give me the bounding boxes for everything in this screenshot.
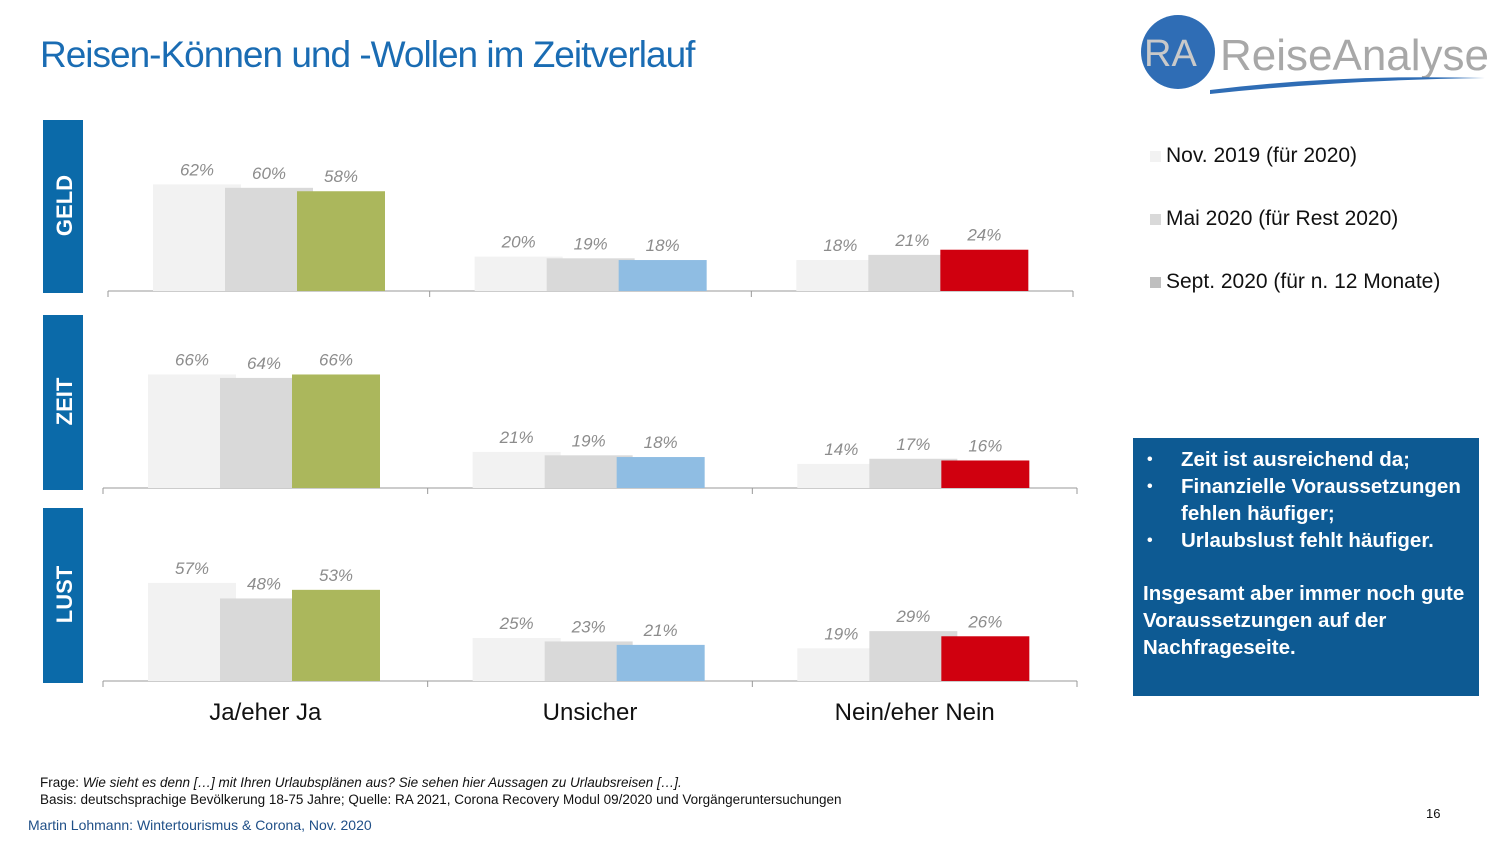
legend-swatch xyxy=(1150,150,1161,162)
legend-swatch xyxy=(1150,276,1161,288)
legend-item: Sept. 2020 (für n. 12 Monate) xyxy=(1150,270,1440,294)
bar xyxy=(618,260,707,291)
page-title: Reisen-Können und -Wollen im Zeitverlauf xyxy=(40,34,695,75)
bar xyxy=(297,191,385,291)
logo-swoosh xyxy=(1210,77,1485,94)
legend-swatch xyxy=(1150,213,1161,225)
data-label: 64% xyxy=(247,354,281,373)
question-note: Frage: Wie sieht es denn […] mit Ihren U… xyxy=(40,775,682,790)
data-label: 18% xyxy=(644,433,678,452)
data-label: 48% xyxy=(247,574,281,593)
data-label: 19% xyxy=(572,431,606,450)
data-label: 66% xyxy=(319,350,353,369)
category-label: Nein/eher Nein xyxy=(835,699,995,726)
data-label: 62% xyxy=(180,160,214,179)
data-label: 14% xyxy=(824,440,858,459)
panel-label: ZEIT xyxy=(52,377,77,425)
data-label: 17% xyxy=(896,435,930,454)
legend-label: Sept. 2020 (für n. 12 Monate) xyxy=(1166,270,1441,293)
panel-label-box xyxy=(43,120,83,293)
data-label: 23% xyxy=(571,617,606,636)
category-label: Ja/eher Ja xyxy=(209,699,322,726)
question-label: Frage: xyxy=(40,775,80,790)
legend-item: Mai 2020 (für Rest 2020) xyxy=(1150,207,1398,231)
legend-label: Nov. 2019 (für 2020) xyxy=(1166,144,1358,167)
data-label: 21% xyxy=(499,428,534,447)
data-label: 21% xyxy=(894,231,929,250)
reiseanalyse-logo: RA ReiseAnalyse xyxy=(1141,15,1489,94)
bar xyxy=(616,644,705,681)
data-label: 18% xyxy=(823,236,857,255)
summary-box: Zeit ist ausreichend da; Finanzielle Vor… xyxy=(1133,438,1479,696)
logo-mark: RA xyxy=(1144,33,1197,75)
data-label: 29% xyxy=(895,607,930,626)
bar xyxy=(941,636,1030,681)
panel-label: GELD xyxy=(52,175,77,236)
data-label: 58% xyxy=(324,167,358,186)
bullet-item: Zeit ist ausreichend da; xyxy=(1147,446,1469,473)
bullet-item: Finanzielle Voraussetzungen fehlen häufi… xyxy=(1147,473,1469,527)
panel-label: LUST xyxy=(52,565,77,623)
data-label: 19% xyxy=(824,624,858,643)
question-text: Wie sieht es denn […] mit Ihren Urlaubsp… xyxy=(82,775,682,790)
legend-label: Mai 2020 (für Rest 2020) xyxy=(1166,207,1399,230)
data-label: 24% xyxy=(966,226,1001,245)
basis-note: Basis: deutschsprachige Bevölkerung 18-7… xyxy=(40,792,842,807)
logo-name: ReiseAnalyse xyxy=(1220,31,1489,80)
data-label: 18% xyxy=(646,236,680,255)
bar xyxy=(292,374,380,488)
summary-text: Insgesamt aber immer noch gute Vorausset… xyxy=(1143,582,1465,659)
data-label: 57% xyxy=(175,559,209,578)
data-label: 66% xyxy=(175,350,209,369)
data-label: 20% xyxy=(501,233,536,252)
data-label: 21% xyxy=(643,621,678,640)
page-number: 16 xyxy=(1426,806,1441,821)
data-label: 60% xyxy=(252,164,286,183)
data-label: 26% xyxy=(967,612,1002,631)
bar xyxy=(941,460,1030,488)
data-label: 53% xyxy=(319,566,353,585)
panel-label-box xyxy=(43,508,83,683)
legend-item: Nov. 2019 (für 2020) xyxy=(1150,144,1357,168)
bar xyxy=(616,457,705,488)
bar xyxy=(940,249,1029,291)
bar-chart: GELD 62% 60% 58% 20% 19% 18% 18% 21% 24% ZEIT 66% 64… xyxy=(43,120,1078,726)
bar xyxy=(292,589,380,681)
data-label: 16% xyxy=(968,436,1002,455)
data-label: 25% xyxy=(499,614,534,633)
category-label: Unsicher xyxy=(543,699,638,726)
data-label: 19% xyxy=(574,234,608,253)
panel-label-box xyxy=(43,315,83,490)
logo-circle xyxy=(1141,15,1215,89)
bullet-item: Urlaubslust fehlt häufiger. xyxy=(1147,527,1469,554)
author-footer: Martin Lohmann: Wintertourismus & Corona… xyxy=(28,817,372,833)
